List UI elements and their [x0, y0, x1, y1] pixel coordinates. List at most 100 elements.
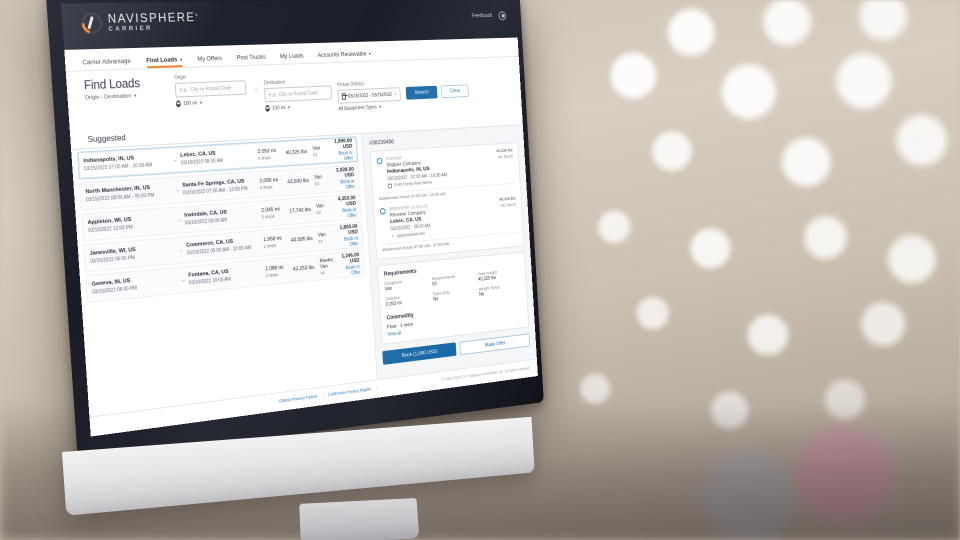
origin-radius-selector[interactable]: 100 mi ▾: [175, 97, 247, 108]
title-column: Find Loads Origin - Destination ▾: [83, 76, 163, 101]
row-destination: Fontana, CA, US 03/19/2022 10:00 AM: [188, 266, 266, 286]
row-equipment: Van 53: [318, 231, 341, 244]
screen: NAVISPHERE® CARRIER Feedback Carrier Adv…: [61, 0, 538, 437]
topbar-right-group: Feedback: [471, 11, 507, 21]
pickup-date-value: 03/15/2022 - 03/16/2022: [347, 91, 393, 100]
chevron-down-icon: ▾: [179, 56, 183, 63]
map-pin-icon: [265, 104, 270, 112]
book-button[interactable]: Book (1,990 USD): [382, 342, 457, 365]
first-come-first-serve-icon: [387, 183, 393, 189]
logo-sub-text: CARRIER: [108, 24, 153, 33]
check-icon: ✓: [390, 233, 395, 240]
clear-button[interactable]: Clear: [440, 84, 470, 99]
load-detail-panel: #38239466 PICKUP Shipper Company Indiana…: [361, 125, 537, 380]
nav-label: Find Loads: [146, 56, 178, 65]
equipment-size: 48: [320, 270, 325, 276]
page-title: Find Loads: [83, 76, 141, 93]
row-weight: 17,742 lbs: [289, 207, 312, 215]
stops-value: 2 stops: [263, 242, 277, 249]
equipment-size: 53: [312, 152, 318, 158]
row-rate: 1,800.00 USD Book or Offer: [339, 223, 358, 248]
nav-label: Carrier Advantage: [82, 57, 131, 67]
navisphere-wordmark: NAVISPHERE® CARRIER: [107, 10, 200, 33]
row-arrow-icon: →: [179, 276, 186, 284]
row-arrow-icon: →: [177, 246, 184, 254]
chevron-down-icon: ▾: [379, 104, 382, 111]
nav-label: My Loads: [279, 52, 304, 61]
nav-item-accounts-receivable[interactable]: Accounts Receivable ▾: [317, 51, 371, 63]
equipment-size: 53: [314, 181, 320, 187]
account-circle-icon[interactable]: [498, 11, 507, 21]
row-rate: 1,246.00 USD Book or Offer: [341, 252, 360, 277]
global-privacy-notice-link[interactable]: Global Privacy Notice: [278, 394, 318, 404]
dropoff-note-label: Appointment Set: [396, 231, 425, 239]
origin-field-group: Origin e.g., City or Postal Code 100 mi …: [174, 73, 247, 108]
nav-label: Accounts Receivable: [317, 50, 367, 59]
dropoff-kind-text: DROPOFF: [389, 205, 411, 212]
pickup-date-input[interactable]: 03/15/2022 - 03/16/2022 ×: [337, 87, 401, 104]
search-button[interactable]: Search: [405, 85, 438, 100]
rate-value: 1,800.00 USD: [339, 223, 358, 236]
book-or-offer-link[interactable]: Book or Offer: [342, 206, 357, 219]
clear-date-icon[interactable]: ×: [394, 91, 397, 98]
dropoff-distance: (2,053 mi): [411, 203, 428, 210]
row-distance: 2,099 mi 2 stops: [259, 177, 287, 190]
row-origin: North Manchester, IN, US 03/15/2022 08:0…: [85, 184, 171, 203]
rate-value: 1,990.00 USD: [334, 137, 353, 150]
tab-suggested[interactable]: Suggested: [87, 132, 127, 145]
footer-separator: |: [375, 385, 378, 392]
book-or-offer-link[interactable]: Book or Offer: [340, 178, 356, 191]
requirement-field: Weight Ticket No: [479, 283, 521, 298]
feedback-link[interactable]: Feedback: [471, 13, 493, 20]
book-or-offer-link[interactable]: Book or Offer: [345, 263, 361, 276]
make-offer-button[interactable]: Make Offer: [459, 333, 531, 356]
destination-radius-selector[interactable]: 100 mi ▾: [265, 102, 333, 112]
rate-value: 1,246.00 USD: [341, 251, 360, 264]
origin-destination-toggle[interactable]: Origin - Destination ▾: [85, 92, 163, 101]
row-rate: 1,990.00 USD Book or Offer: [334, 138, 353, 162]
commodity-section: Commodity Floor · 1 more View all: [386, 300, 522, 338]
footer-separator: |: [322, 392, 324, 399]
stops-value: 2 stops: [257, 155, 271, 161]
book-or-offer-link[interactable]: Book or Offer: [338, 149, 354, 162]
origin-destination-arrow-icon: →: [251, 85, 259, 93]
load-list: Indianapolis, IN, US 03/15/2022 07:00 AM…: [71, 134, 377, 417]
requirement-field: Total Weight 40,325 lbs: [478, 268, 520, 283]
nav-item-post-trucks[interactable]: Post Trucks: [237, 54, 267, 65]
dropoff-dot-icon: [379, 207, 386, 215]
row-rate: 4,353.00 USD Book or Offer: [338, 195, 357, 219]
row-distance: 1,958 mi 2 stops: [263, 235, 291, 249]
row-equipment: Van 53: [316, 202, 339, 215]
row-origin: Indianapolis, IN, US 03/15/2022 07:00 AM…: [83, 153, 169, 172]
destination-input[interactable]: e.g., City or Postal Code: [264, 85, 333, 103]
chevron-down-icon: ▾: [368, 51, 372, 57]
dropoff-info: DROPOFF (2,053 mi) Receiver Company Lebe…: [389, 199, 484, 240]
equipment-size: 53: [316, 210, 321, 216]
pickup-note-label: First Come First Serve: [394, 180, 433, 188]
nav-item-find-loads[interactable]: Find Loads ▾: [146, 56, 183, 68]
row-weight: 40,585 lbs: [290, 236, 313, 244]
row-arrow-icon: →: [175, 216, 182, 224]
origin-placeholder: e.g., City or Postal Code: [179, 85, 232, 93]
navisphere-logo[interactable]: NAVISPHERE® CARRIER: [80, 10, 200, 35]
monitor-stand: [299, 498, 420, 540]
equipment-type: Reefer, Van: [319, 257, 335, 270]
monitor: NAVISPHERE® CARRIER Feedback Carrier Adv…: [0, 0, 640, 540]
california-privacy-rights-link[interactable]: California Privacy Rights: [328, 387, 372, 398]
chevron-down-icon: ▾: [287, 104, 291, 111]
row-equipment: Van 53: [314, 174, 337, 187]
pickup-date-group: Pickup Date(s) 03/15/2022 - 03/16/2022 ×…: [337, 80, 402, 112]
origin-input[interactable]: e.g., City or Postal Code: [174, 80, 247, 98]
book-or-offer-link[interactable]: Book or Offer: [343, 235, 359, 248]
requirements-card: Requirements Equipment Van Measurements …: [376, 251, 530, 345]
pickup-stop: PICKUP Shipper Company Indianapolis, IN,…: [376, 149, 515, 190]
row-equipment: Van 53: [312, 145, 335, 158]
calendar-icon: [341, 93, 346, 100]
row-destination: Lebec, CA, US 03/19/2022 08:00 AM: [180, 148, 258, 167]
nav-item-my-offers[interactable]: My Offers: [197, 55, 222, 66]
row-distance: 2,053 mi 2 stops: [257, 148, 285, 161]
nav-item-carrier-advantage[interactable]: Carrier Advantage: [82, 58, 131, 70]
map-pin-icon: [175, 100, 181, 108]
pickup-metrics: 40,325 lbs No Touch: [483, 149, 515, 182]
nav-item-my-loads[interactable]: My Loads: [280, 53, 304, 64]
